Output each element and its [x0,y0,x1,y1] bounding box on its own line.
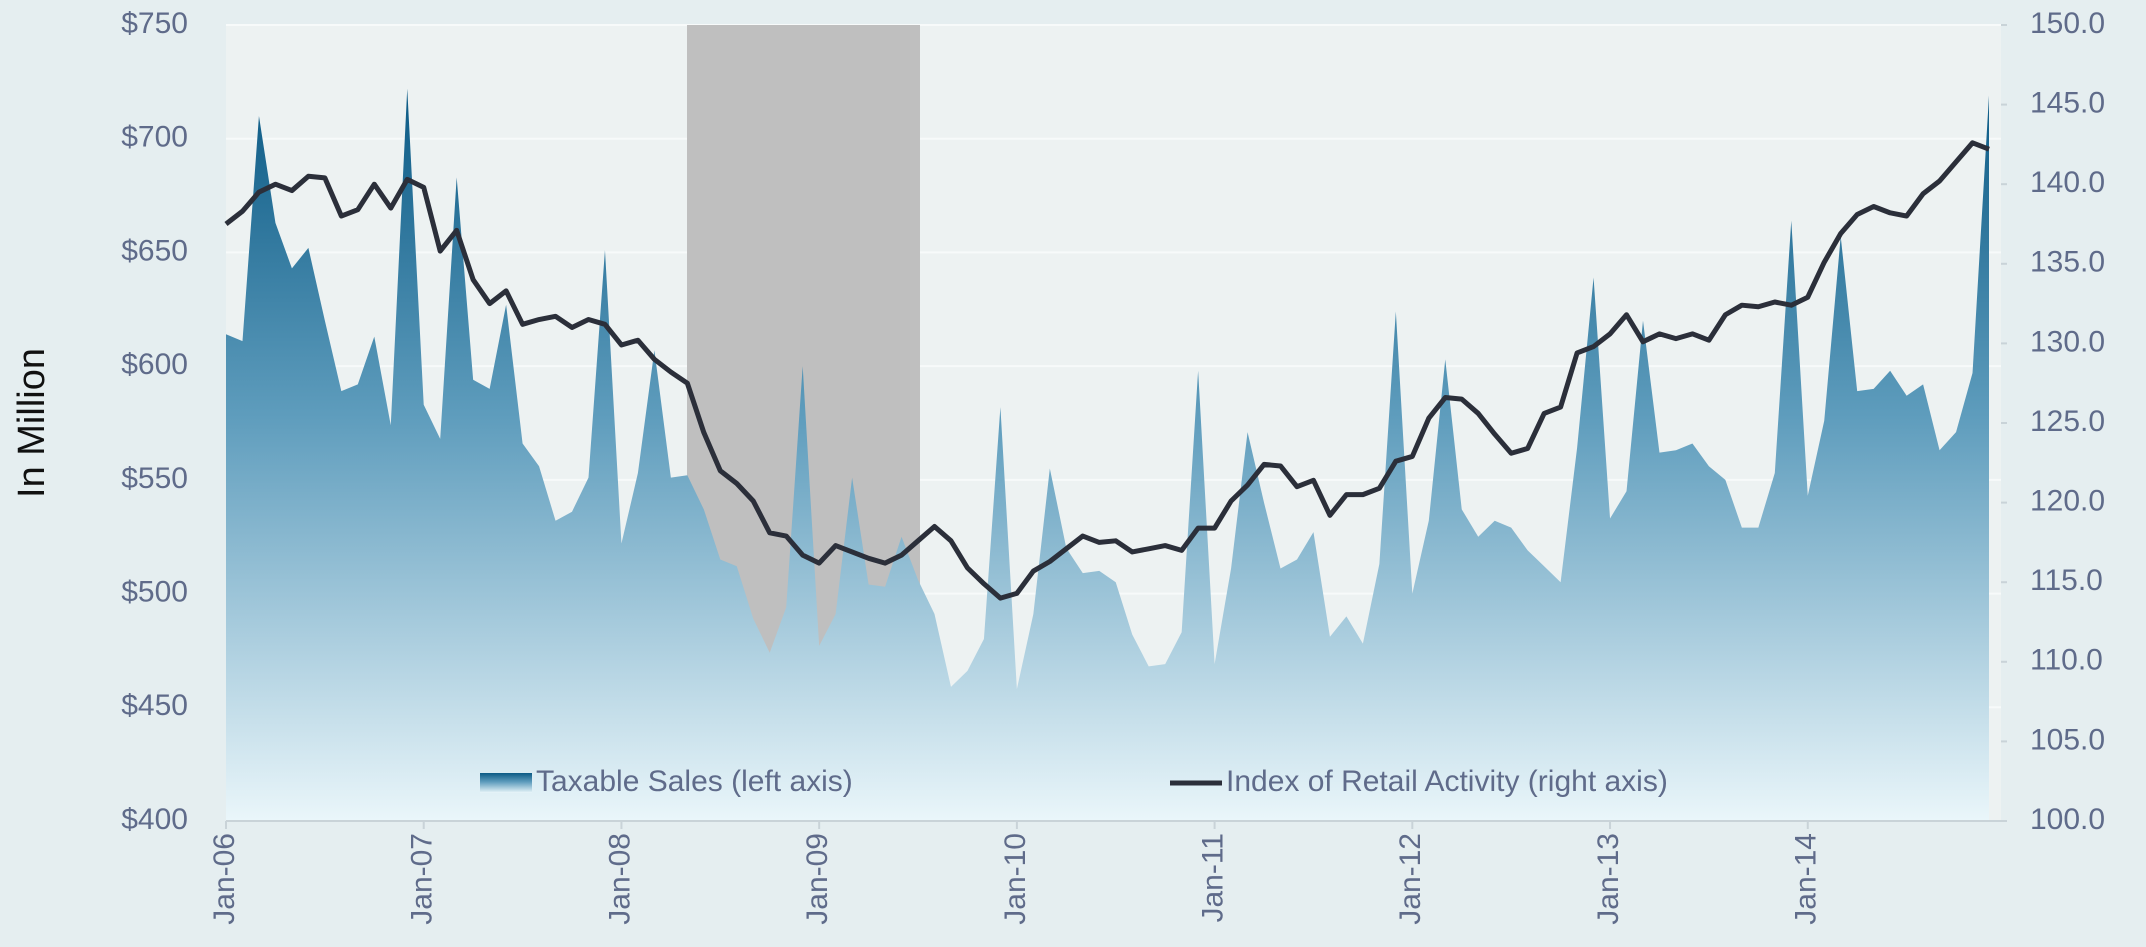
y-tick-label: $750 [121,7,188,40]
y2-tick-label: 145.0 [2030,87,2105,120]
y2-tick-label: 105.0 [2030,723,2105,756]
y2-tick-label: 115.0 [2030,564,2103,597]
y-tick-label: $450 [121,689,188,722]
legend-label: Taxable Sales (left axis) [536,765,853,798]
x-tick-label: Jan-07 [406,833,439,925]
y2-tick-label: 110.0 [2030,644,2103,677]
x-tick-label: Jan-12 [1394,833,1427,925]
y-tick-label: $400 [121,803,188,836]
x-tick-label: Jan-06 [208,833,241,925]
y2-tick-label: 100.0 [2030,803,2105,836]
y-tick-label: $650 [121,234,188,267]
x-tick-label: Jan-09 [801,833,834,925]
y-tick-label: $500 [121,575,188,608]
line [224,140,1990,601]
x-tick-label: Jan-11 [1197,833,1230,923]
y-tick-label: $700 [121,121,188,154]
x-tick-label: Jan-08 [603,833,636,925]
y2-tick-label: 135.0 [2030,246,2105,279]
y2-tick-label: 150.0 [2030,7,2105,40]
area [226,88,1989,822]
legend-label: Index of Retail Activity (right axis) [1226,765,1668,798]
y2-tick-label: 140.0 [2030,166,2105,199]
x-tick-label: Jan-14 [1790,833,1823,925]
legend-swatch [480,773,532,793]
y-tick-label: $550 [121,462,188,495]
x-tick-label: Jan-13 [1592,833,1625,925]
y2-tick-label: 120.0 [2030,485,2105,518]
x-tick-label: Jan-10 [999,833,1032,925]
y2-tick-label: 125.0 [2030,405,2105,438]
y-axis-label: In Million [11,348,53,498]
y-tick-label: $600 [121,348,188,381]
y2-tick-label: 130.0 [2030,325,2105,358]
